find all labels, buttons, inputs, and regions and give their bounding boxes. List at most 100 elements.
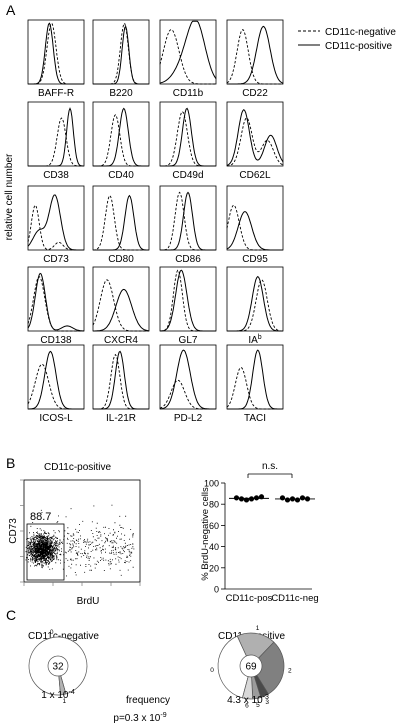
histogram-frame bbox=[92, 266, 150, 332]
legend: CD11c-negative CD11c-positive bbox=[298, 27, 396, 52]
significance-bracket: n.s. bbox=[247, 461, 293, 478]
histogram-panel: GL7 bbox=[159, 266, 217, 346]
histogram-frame bbox=[159, 185, 217, 251]
pie-slice bbox=[250, 641, 285, 695]
histogram-curve-pos bbox=[27, 272, 84, 332]
histogram-curve-pos bbox=[227, 275, 283, 332]
histogram-panel: CD95 bbox=[226, 185, 284, 265]
brdu-point bbox=[233, 495, 240, 501]
histogram-curve-pos bbox=[93, 107, 149, 167]
freq-neg: 1 x 10-4 bbox=[41, 689, 75, 701]
histogram-frame bbox=[92, 101, 150, 167]
histogram-label: IAb bbox=[248, 334, 261, 346]
freq-pos-exp: -3 bbox=[263, 694, 269, 701]
histogram-curve-neg bbox=[93, 114, 149, 167]
frequency-label: frequency bbox=[126, 695, 170, 706]
pie-pos: 0 1 2 356 69 bbox=[210, 625, 292, 709]
histogram-curve-pos bbox=[226, 211, 283, 251]
histogram-frame bbox=[27, 185, 85, 251]
histogram-panel: CD73 bbox=[27, 185, 85, 265]
histogram-label-superscript: b bbox=[258, 334, 262, 341]
histogram-curve-neg bbox=[226, 204, 283, 251]
flow-plot-title: CD11c-positive bbox=[44, 462, 111, 473]
pie-slice-label: 5 bbox=[256, 702, 260, 709]
flow-gate-value: 88.7 bbox=[30, 511, 51, 523]
histogram-label: BAFF-R bbox=[38, 88, 74, 99]
histogram-label: CD38 bbox=[43, 170, 69, 181]
freq-pos: 4.3 x 10-3 bbox=[227, 694, 269, 706]
pie-slice-label: 0 bbox=[210, 667, 214, 674]
flow-plot: CD11c-positive 88.7 CD73 BrdU bbox=[8, 462, 141, 607]
freq-pos-base: 4.3 x 10 bbox=[227, 695, 263, 706]
brdu-point bbox=[299, 495, 306, 501]
histogram-frame bbox=[226, 185, 284, 251]
histogram-frame bbox=[159, 344, 217, 410]
pie-slice bbox=[236, 632, 275, 667]
brdu-category-neg: CD11c-neg bbox=[271, 593, 318, 604]
histogram-label: IL-21R bbox=[106, 413, 136, 424]
histogram-panel: CXCR4 bbox=[92, 266, 150, 346]
histogram-curve-pos bbox=[93, 350, 149, 410]
freq-neg-base: 1 x 10 bbox=[41, 690, 69, 701]
histogram-panel: CD11b bbox=[159, 19, 217, 99]
histogram-panel: PD-L2 bbox=[159, 344, 217, 424]
pie-slice-label: 6 bbox=[245, 702, 249, 709]
pie-slice bbox=[217, 635, 252, 699]
brdu-y-tick-label: 100 bbox=[204, 479, 219, 489]
histogram-label: GL7 bbox=[179, 335, 198, 346]
histogram-curve-pos bbox=[159, 20, 217, 84]
histogram-frame bbox=[226, 101, 284, 167]
p-value-base: p=0.3 x 10 bbox=[113, 713, 160, 724]
flow-dots bbox=[25, 504, 135, 577]
histogram-curve-pos bbox=[159, 349, 216, 410]
legend-neg-label: CD11c-negative bbox=[325, 27, 396, 38]
histogram-frame bbox=[27, 344, 85, 410]
histogram-frame bbox=[226, 266, 284, 332]
significance-label: n.s. bbox=[262, 461, 278, 472]
histogram-label: CD95 bbox=[242, 254, 268, 265]
histogram-panel: CD38 bbox=[27, 101, 85, 181]
pie-neg-title: CD11c-negative bbox=[28, 631, 99, 642]
histogram-curve-neg bbox=[27, 363, 84, 410]
histogram-label: CD49d bbox=[172, 170, 203, 181]
brdu-point bbox=[253, 495, 260, 501]
histogram-label: CD40 bbox=[108, 170, 134, 181]
brdu-point bbox=[279, 495, 286, 501]
pie-slice-label: 2 bbox=[288, 668, 292, 675]
histogram-panel: IL-21R bbox=[92, 344, 150, 424]
histogram-panel: CD138 bbox=[27, 266, 85, 346]
brdu-point bbox=[238, 496, 245, 502]
flow-events bbox=[25, 504, 135, 577]
freq-neg-exp: -4 bbox=[69, 689, 75, 696]
histogram-curve-pos bbox=[160, 107, 216, 167]
brdu-y-axis-label: % BrdU-negative cells bbox=[200, 487, 211, 581]
histogram-panel: CD80 bbox=[92, 185, 150, 265]
pie-center bbox=[239, 654, 263, 678]
brdu-y-tick-label: 0 bbox=[214, 585, 219, 595]
histogram-panel: CD86 bbox=[159, 185, 217, 265]
brdu-y-ticks: 0 20 40 60 80 100 bbox=[204, 479, 225, 595]
histogram-label: PD-L2 bbox=[174, 413, 203, 424]
histogram-curve-neg bbox=[226, 117, 284, 167]
brdu-category-pos: CD11c-pos bbox=[226, 593, 273, 604]
histogram-label: CD86 bbox=[175, 254, 201, 265]
histogram-curve-neg bbox=[93, 22, 149, 85]
histogram-frame bbox=[92, 344, 150, 410]
brdu-y-tick-label: 20 bbox=[209, 563, 219, 573]
histogram-curve-neg bbox=[27, 204, 84, 251]
histogram-curve-pos bbox=[227, 349, 283, 410]
flow-gate bbox=[26, 523, 65, 581]
histogram-label: ICOS-L bbox=[39, 413, 73, 424]
histogram-panel: BAFF-R bbox=[27, 19, 85, 99]
histogram-panel: CD40 bbox=[92, 101, 150, 181]
histogram-curve-pos bbox=[93, 194, 149, 251]
histogram-curve-neg bbox=[160, 110, 216, 167]
histogram-frame bbox=[159, 19, 217, 85]
histogram-curve-pos bbox=[160, 191, 216, 251]
histogram-panel: CD62L bbox=[226, 101, 284, 181]
p-value: p=0.3 x 10-9 bbox=[113, 712, 166, 724]
histogram-curve-neg bbox=[27, 275, 84, 332]
panel-label-a: A bbox=[6, 2, 16, 18]
histogram-grid: BAFF-R B220 CD11b CD22 CD38 CD40 CD49d CD62L CD7… bbox=[27, 19, 284, 424]
histogram-curve-pos bbox=[28, 22, 84, 85]
